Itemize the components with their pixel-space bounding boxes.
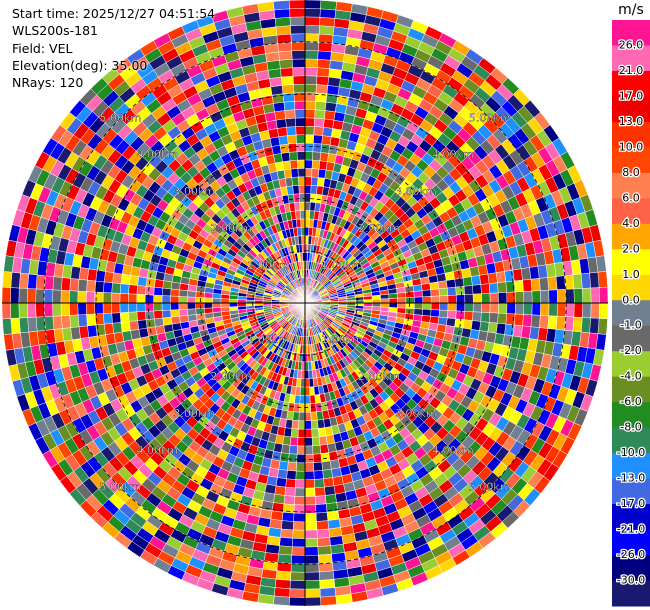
colorbar-unit: m/s (618, 2, 644, 18)
colorbar-tick-label: 6.0 (622, 191, 640, 204)
velocity-field (1, 0, 609, 607)
colorbar-tick-label: 26.0 (619, 38, 644, 51)
colorbar-tick-label: 10.0 (619, 140, 644, 153)
plot-info: Start time: 2025/12/27 04:51:54 WLS200s-… (12, 5, 215, 91)
colorbar-tick-label: -17.0 (617, 497, 645, 510)
colorbar-tick-label: -2.0 (620, 344, 641, 357)
instrument-label: WLS200s-181 (12, 23, 98, 39)
colorbar-tick-label: 0.0 (622, 293, 640, 306)
colorbar-tick-label: 2.0 (622, 242, 640, 255)
colorbar-tick-label: -1.0 (620, 319, 641, 332)
colorbar-tick-label: -26.0 (617, 548, 645, 561)
colorbar-tick-label: 8.0 (622, 166, 640, 179)
colorbar-tick-label: -6.0 (620, 395, 641, 408)
colorbar-tick-label: 4.0 (622, 217, 640, 230)
colorbar-tick-label: -21.0 (617, 523, 645, 536)
colorbar-tick-label: 17.0 (619, 89, 644, 102)
colorbar-tick-label: -4.0 (620, 370, 641, 383)
colorbar-tick-label: -13.0 (617, 472, 645, 485)
colorbar-tick-label: -8.0 (620, 421, 641, 434)
colorbar-tick-label: 21.0 (619, 64, 644, 77)
colorbar-tick-label: 13.0 (619, 115, 644, 128)
field-label: Field: VEL (12, 40, 73, 56)
nrays-label: NRays: 120 (12, 75, 84, 91)
start-time-label: Start time: 2025/12/27 04:51:54 (12, 6, 216, 21)
colorbar-tick-label: -30.0 (617, 574, 645, 587)
elevation-label: Elevation(deg): 35.00 (12, 57, 148, 73)
colorbar-tick-label: 1.0 (622, 268, 640, 281)
colorbar-tick-label: -10.0 (617, 446, 645, 459)
